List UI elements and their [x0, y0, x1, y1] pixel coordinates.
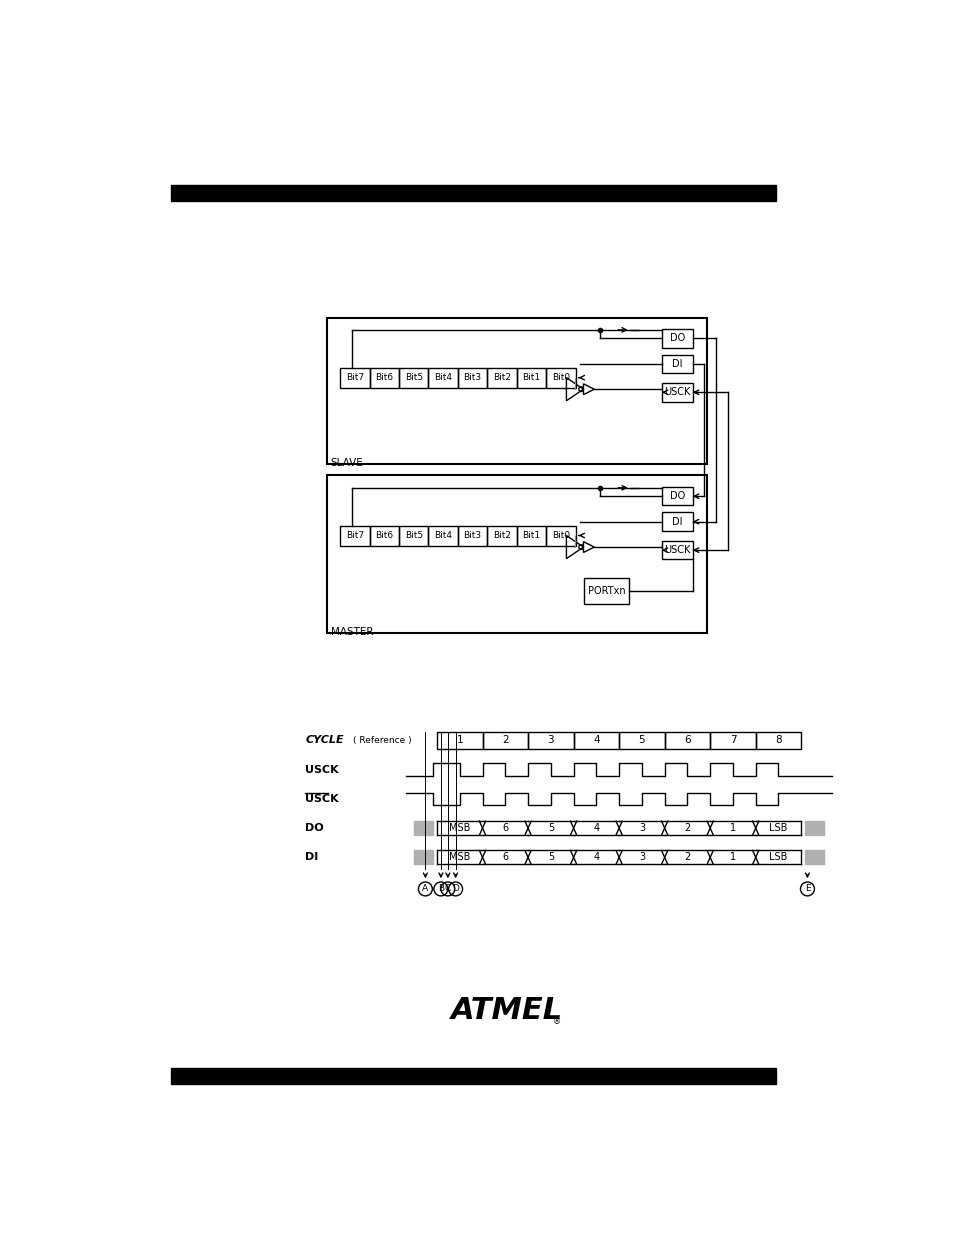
Text: 3: 3 — [639, 823, 644, 834]
Text: Bit5: Bit5 — [404, 531, 422, 540]
Bar — [546, 368, 575, 388]
Text: DO: DO — [669, 333, 684, 343]
Text: ( Reference ): ( Reference ) — [353, 736, 412, 745]
Text: Bit2: Bit2 — [493, 531, 511, 540]
Text: Bit6: Bit6 — [375, 531, 393, 540]
Text: USCK: USCK — [305, 764, 338, 774]
Text: LSB: LSB — [768, 823, 787, 834]
Text: 5: 5 — [638, 735, 644, 746]
Text: USCK: USCK — [663, 388, 690, 398]
Bar — [661, 513, 692, 531]
Text: 3: 3 — [547, 735, 554, 746]
Bar — [546, 526, 575, 546]
Text: 2: 2 — [501, 735, 508, 746]
Text: B: B — [437, 884, 443, 893]
Text: Bit3: Bit3 — [463, 373, 481, 382]
Bar — [327, 475, 706, 634]
Bar — [487, 526, 517, 546]
Text: 6: 6 — [501, 823, 508, 834]
Bar — [482, 732, 528, 748]
Bar — [661, 383, 692, 401]
Text: DI: DI — [671, 359, 681, 369]
Text: 3: 3 — [639, 852, 644, 862]
Bar — [369, 368, 398, 388]
Bar — [528, 732, 573, 748]
Bar — [661, 330, 692, 347]
Text: CYCLE: CYCLE — [305, 735, 343, 746]
Bar — [573, 732, 618, 748]
Text: C: C — [444, 884, 451, 893]
Text: Bit5: Bit5 — [404, 373, 422, 382]
Text: Bit2: Bit2 — [493, 373, 511, 382]
Text: USCK: USCK — [663, 545, 690, 556]
Text: 2: 2 — [683, 823, 690, 834]
Text: Bit1: Bit1 — [522, 373, 540, 382]
Text: 7: 7 — [729, 735, 736, 746]
Text: Bit7: Bit7 — [345, 373, 363, 382]
Text: PORTxn: PORTxn — [587, 585, 625, 597]
Text: E: E — [803, 884, 809, 893]
Text: 8: 8 — [775, 735, 781, 746]
Bar — [661, 354, 692, 373]
Text: 6: 6 — [501, 852, 508, 862]
Text: Bit7: Bit7 — [345, 531, 363, 540]
Text: 1: 1 — [456, 735, 462, 746]
Text: MSB: MSB — [449, 852, 470, 862]
Text: SLAVE: SLAVE — [331, 458, 363, 468]
Bar — [398, 368, 428, 388]
Bar — [517, 368, 546, 388]
Bar — [517, 526, 546, 546]
Text: USCK: USCK — [305, 794, 338, 804]
Text: Bit3: Bit3 — [463, 531, 481, 540]
Bar — [487, 368, 517, 388]
Bar — [327, 317, 706, 464]
Text: 5: 5 — [547, 823, 554, 834]
Text: Bit6: Bit6 — [375, 373, 393, 382]
Bar — [457, 368, 487, 388]
Text: MASTER: MASTER — [331, 627, 373, 637]
Text: 6: 6 — [683, 735, 690, 746]
Text: 2: 2 — [683, 852, 690, 862]
Text: ATMEL: ATMEL — [450, 997, 562, 1025]
Text: DI: DI — [305, 852, 318, 862]
Text: A: A — [422, 884, 428, 893]
Bar — [661, 487, 692, 505]
Text: DO: DO — [669, 492, 684, 501]
Bar — [709, 732, 755, 748]
Text: Bit0: Bit0 — [552, 531, 570, 540]
Text: 5: 5 — [547, 852, 554, 862]
Text: Bit0: Bit0 — [552, 373, 570, 382]
Bar — [398, 526, 428, 546]
Bar — [369, 526, 398, 546]
Text: 4: 4 — [593, 852, 598, 862]
Text: Bit1: Bit1 — [522, 531, 540, 540]
Bar — [340, 368, 369, 388]
Text: ®: ® — [553, 1016, 561, 1026]
Text: 1: 1 — [729, 852, 736, 862]
Bar — [428, 368, 457, 388]
Bar — [436, 732, 482, 748]
Text: MSB: MSB — [449, 823, 470, 834]
Bar — [457, 526, 487, 546]
Text: D: D — [452, 884, 458, 893]
Bar — [340, 526, 369, 546]
Bar — [661, 541, 692, 559]
Text: Bit4: Bit4 — [434, 373, 452, 382]
Text: 4: 4 — [593, 735, 599, 746]
Bar — [618, 732, 664, 748]
Text: LSB: LSB — [768, 852, 787, 862]
Bar — [664, 732, 709, 748]
Bar — [583, 578, 629, 604]
Text: DO: DO — [305, 823, 323, 834]
Text: Bit4: Bit4 — [434, 531, 452, 540]
Text: DI: DI — [671, 516, 681, 526]
Text: 1: 1 — [729, 823, 736, 834]
Bar — [428, 526, 457, 546]
Bar — [755, 732, 801, 748]
Text: 4: 4 — [593, 823, 598, 834]
